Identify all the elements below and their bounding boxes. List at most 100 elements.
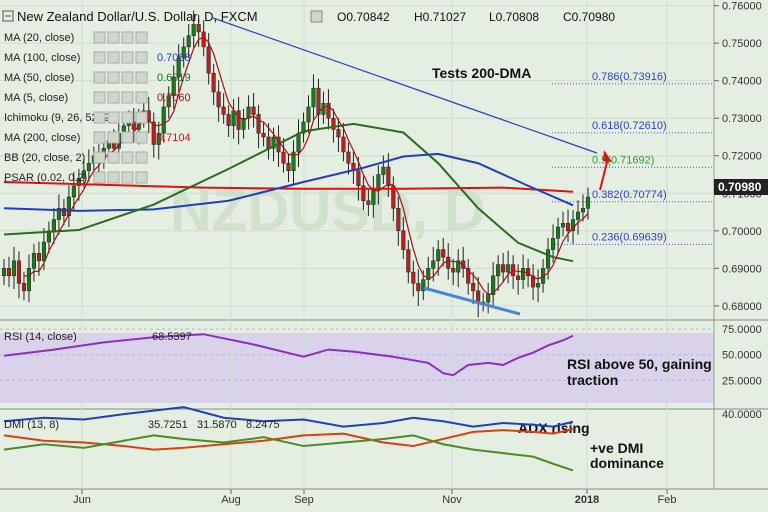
rsi-band [0, 333, 714, 403]
indicator-control-icon[interactable] [135, 91, 148, 104]
indicator-control-icon[interactable] [93, 51, 106, 64]
candle-body [246, 106, 251, 119]
candle-body [386, 166, 391, 187]
ma5-line [23, 36, 589, 296]
time-tick-label: Jun [73, 494, 91, 506]
candle-body [206, 46, 211, 74]
indicator-control-icon[interactable] [107, 51, 120, 64]
candle-body [261, 132, 266, 138]
series-line [3, 406, 574, 428]
indicator-control-icon[interactable] [107, 71, 120, 84]
breakout-arrow [599, 157, 609, 191]
candle-body [326, 102, 331, 119]
price-tick-label: 0.76000 [722, 1, 762, 13]
candle-body [211, 72, 216, 93]
candle-body [336, 129, 341, 138]
candle-body [341, 136, 346, 153]
tests-200dma-note: Tests 200-DMA [432, 65, 531, 81]
indicator-control-icon[interactable] [107, 171, 120, 184]
candle-body [61, 208, 66, 217]
candle-body [131, 121, 136, 130]
candle-body [271, 136, 276, 149]
price-axis-background [714, 0, 768, 489]
indicator-control-icon[interactable] [135, 111, 148, 124]
candle-body [456, 260, 461, 273]
candle-body [316, 87, 321, 115]
price-tick-label: 0.68000 [722, 301, 762, 313]
candle-body [421, 279, 426, 292]
price-axis: 0.760000.750000.740000.730000.720000.710… [714, 1, 762, 421]
candle-body [471, 283, 476, 292]
indicator-control-icon[interactable] [93, 151, 106, 164]
indicator-control-icon[interactable] [135, 171, 148, 184]
breakout-arrow-head [603, 150, 612, 162]
rsi-value: 68.5397 [152, 331, 192, 343]
fib-label: 0.236(0.69639) [592, 231, 667, 243]
candle-body [266, 136, 271, 149]
indicator-control-icon[interactable] [121, 71, 134, 84]
indicator-control-icon[interactable] [121, 31, 134, 44]
candle-body [76, 178, 81, 187]
candle-body [551, 238, 556, 250]
price-tick-label: 0.73000 [722, 113, 762, 125]
candle-body [166, 95, 171, 108]
indicator-value: 0.7060 [157, 92, 191, 104]
indicator-value: 0.7068 [157, 52, 191, 64]
price-tick-label: 0.75000 [722, 38, 762, 50]
indicator-label: MA (5, close) [4, 92, 68, 104]
candle-body [411, 271, 416, 284]
candle-body [151, 121, 156, 145]
indicator-control-icon[interactable] [107, 131, 120, 144]
indicator-control-icon[interactable] [93, 71, 106, 84]
indicator-control-icon[interactable] [121, 51, 134, 64]
candle-body [446, 256, 451, 269]
candle-body [301, 121, 306, 134]
moving-averages [3, 36, 589, 296]
series-line [3, 122, 574, 263]
dmi-note: dominance [590, 455, 664, 471]
indicator-control-icon[interactable] [107, 111, 120, 124]
candle-body [585, 196, 591, 209]
indicator-control-icon[interactable] [93, 91, 106, 104]
indicator-control-icon[interactable] [121, 131, 134, 144]
candle-body [31, 253, 36, 269]
candle-body [11, 260, 17, 277]
indicator-control-icon[interactable] [121, 151, 134, 164]
fib-label: 0.382(0.70774) [592, 189, 667, 201]
indicator-control-icon[interactable] [93, 111, 106, 124]
candle-body [506, 264, 511, 273]
ohlc-high: H0.71027 [414, 10, 466, 24]
candle-body [521, 268, 526, 280]
candle-body [331, 117, 336, 130]
candle-body [451, 268, 456, 273]
candle-body [580, 208, 586, 213]
fib-label: 0.618(0.72610) [592, 120, 667, 132]
indicator-control-icon[interactable] [121, 91, 134, 104]
indicator-control-icon[interactable] [107, 151, 120, 164]
indicator-legend: MA (20, close) MA (100, close) 0.7068 MA (5… [4, 31, 191, 184]
indicator-control-icon[interactable] [93, 171, 106, 184]
indicator-control-icon[interactable] [135, 131, 148, 144]
indicator-control-icon[interactable] [135, 71, 148, 84]
indicator-control-icon[interactable] [93, 31, 106, 44]
title-settings-icon[interactable] [310, 10, 323, 23]
time-axis: Jun Aug Sep Nov 2018 Feb [73, 489, 676, 506]
indicator-control-icon[interactable] [135, 31, 148, 44]
indicator-control-icon[interactable] [107, 31, 120, 44]
candle-body [401, 230, 406, 250]
candle-body [306, 106, 311, 123]
collapse-button[interactable] [2, 10, 14, 22]
support-trendline [423, 286, 521, 316]
indicator-control-icon[interactable] [121, 171, 134, 184]
candle-body [565, 223, 571, 232]
candle-body [466, 268, 471, 284]
dmi-lines [3, 406, 574, 472]
indicator-label: MA (50, close) [4, 72, 74, 84]
indicator-control-icon[interactable] [107, 91, 120, 104]
indicator-control-icon[interactable] [135, 51, 148, 64]
candle-body [416, 283, 421, 292]
candle-body [196, 24, 201, 33]
indicator-control-icon[interactable] [135, 151, 148, 164]
indicator-control-icon[interactable] [93, 131, 106, 144]
indicator-control-icon[interactable] [121, 111, 134, 124]
